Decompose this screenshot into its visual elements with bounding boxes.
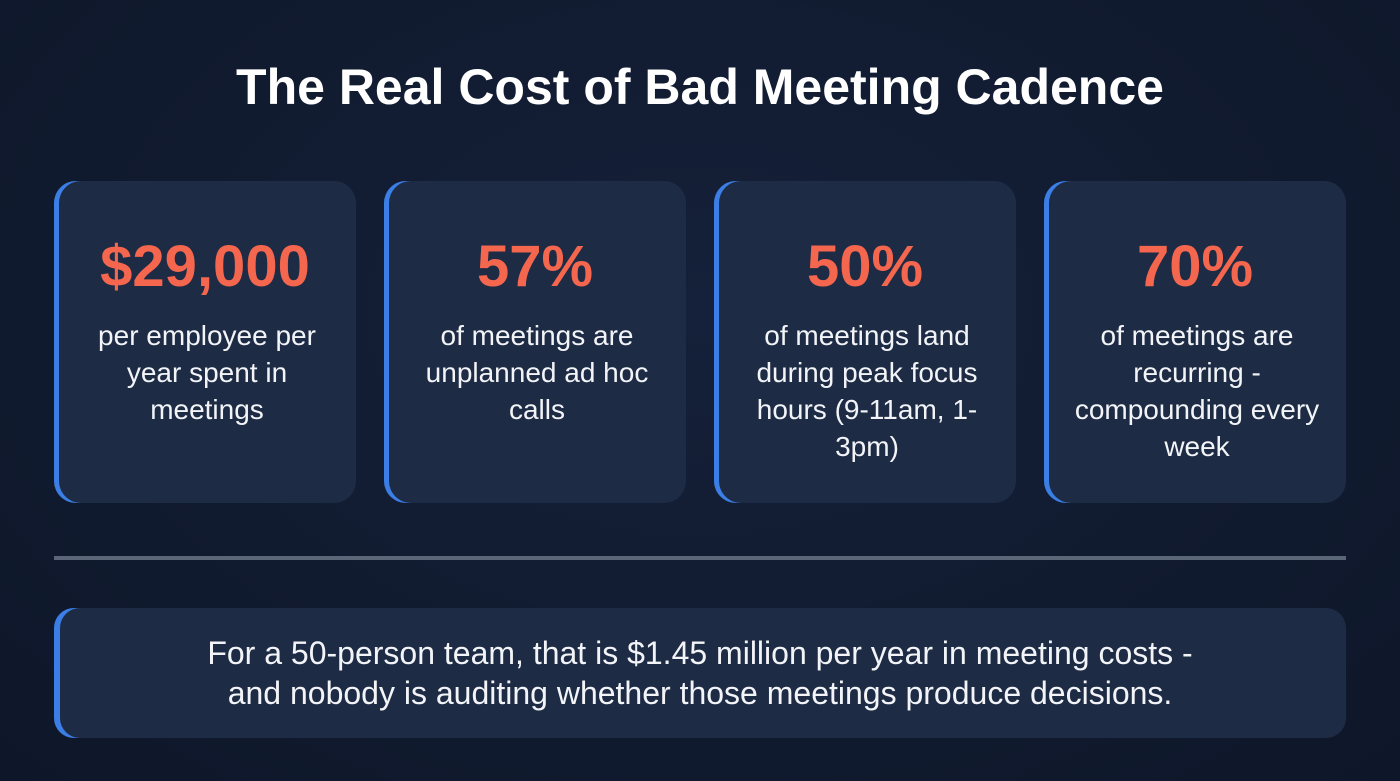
stat-value: 70% bbox=[1136, 234, 1254, 299]
stat-value: 50% bbox=[806, 234, 924, 299]
stat-cards: $29,000 per employee per year spent in m… bbox=[54, 181, 1346, 503]
stat-description: per employee per year spent in meetings bbox=[98, 320, 316, 425]
summary-line-1: For a 50-person team, that is $1.45 mill… bbox=[207, 635, 1193, 671]
stat-card-focus-hours: 50% of meetings land during peak focus h… bbox=[714, 181, 1016, 503]
stat-value: $29,000 bbox=[100, 234, 310, 299]
summary-callout: For a 50-person team, that is $1.45 mill… bbox=[54, 608, 1346, 738]
page-title: The Real Cost of Bad Meeting Cadence bbox=[236, 59, 1164, 115]
stat-card-recurring: 70% of meetings are recurring - compound… bbox=[1044, 181, 1346, 503]
stat-value: 57% bbox=[476, 234, 594, 299]
stat-description: of meetings land during peak focus hours… bbox=[756, 320, 978, 462]
section-divider bbox=[54, 556, 1346, 560]
stat-description: of meetings are recurring - compounding … bbox=[1074, 320, 1320, 462]
stat-card-adhoc: 57% of meetings are unplanned ad hoc cal… bbox=[384, 181, 686, 503]
stat-card-cost: $29,000 per employee per year spent in m… bbox=[54, 181, 356, 503]
stat-description: of meetings are unplanned ad hoc calls bbox=[425, 320, 649, 425]
summary-line-2: and nobody is auditing whether those mee… bbox=[227, 675, 1173, 711]
summary-text: For a 50-person team, that is $1.45 mill… bbox=[167, 633, 1232, 713]
